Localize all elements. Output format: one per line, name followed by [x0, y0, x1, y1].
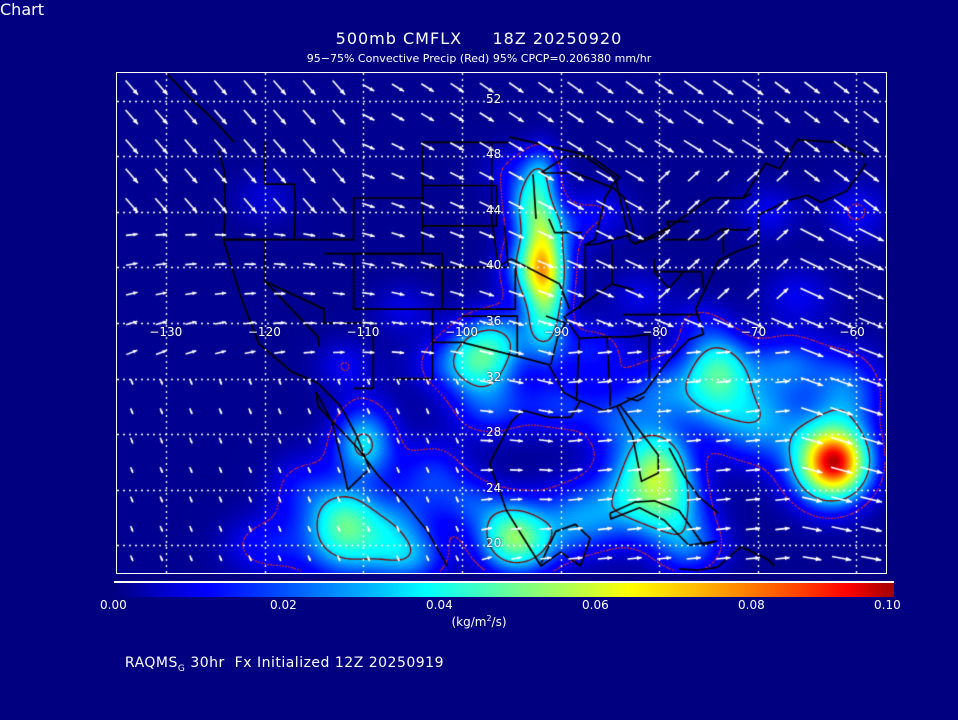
- colorbar-tick-4: 0.08: [738, 598, 765, 612]
- lat-label-28: 28: [486, 425, 502, 440]
- colorbar-tick-0: 0.00: [100, 598, 127, 612]
- colorbar[interactable]: [114, 581, 894, 597]
- colorbar-tick-2: 0.04: [426, 598, 453, 612]
- lat-label-40: 40: [486, 258, 502, 273]
- colorbar-units-head: (kg/m: [451, 615, 487, 629]
- lon-label-130: −130: [149, 325, 183, 340]
- colorbar-units-exponent: 2: [486, 614, 492, 623]
- model-footer-text: 30hr Fx Initialized 12Z 20250919: [185, 655, 444, 671]
- model-name: RAQMS: [124, 655, 178, 671]
- colorbar-units-label: (kg/m2/s): [0, 614, 958, 629]
- model-name-subscript: G: [177, 663, 186, 674]
- lon-label-110: −110: [346, 325, 380, 340]
- lat-label-44: 44: [486, 202, 502, 217]
- lon-label-70: −70: [740, 325, 767, 340]
- lat-label-36: 36: [486, 314, 502, 328]
- lat-label-48: 48: [486, 147, 502, 162]
- lon-label-60: −60: [839, 325, 865, 340]
- lon-label-120: −120: [247, 325, 281, 340]
- colorbar-tick-3: 0.06: [582, 598, 609, 612]
- lon-label-90: −90: [543, 325, 569, 340]
- lat-label-20: 20: [486, 536, 502, 551]
- lat-label-32: 32: [486, 369, 502, 384]
- lon-label-80: −80: [642, 325, 668, 340]
- map-plot-area[interactable]: [116, 72, 887, 574]
- colorbar-units-tail: /s): [491, 615, 507, 629]
- page-title: 500mb CMFLX 18Z 20250920: [335, 29, 623, 48]
- lat-label-52: 52: [486, 91, 502, 106]
- lat-label-24: 24: [486, 480, 502, 495]
- colorbar-tick-1: 0.02: [270, 598, 297, 612]
- colorbar-tick-5: 0.10: [874, 598, 901, 612]
- map-overlay-layer: [117, 73, 886, 573]
- model-footer: RAQMSG 30hr Fx Initialized 12Z 20250919: [115, 639, 444, 674]
- page-subtitle: 95−75% Convective Precip (Red) 95% CPCP=…: [306, 52, 652, 65]
- lon-label-100: −100: [445, 325, 479, 340]
